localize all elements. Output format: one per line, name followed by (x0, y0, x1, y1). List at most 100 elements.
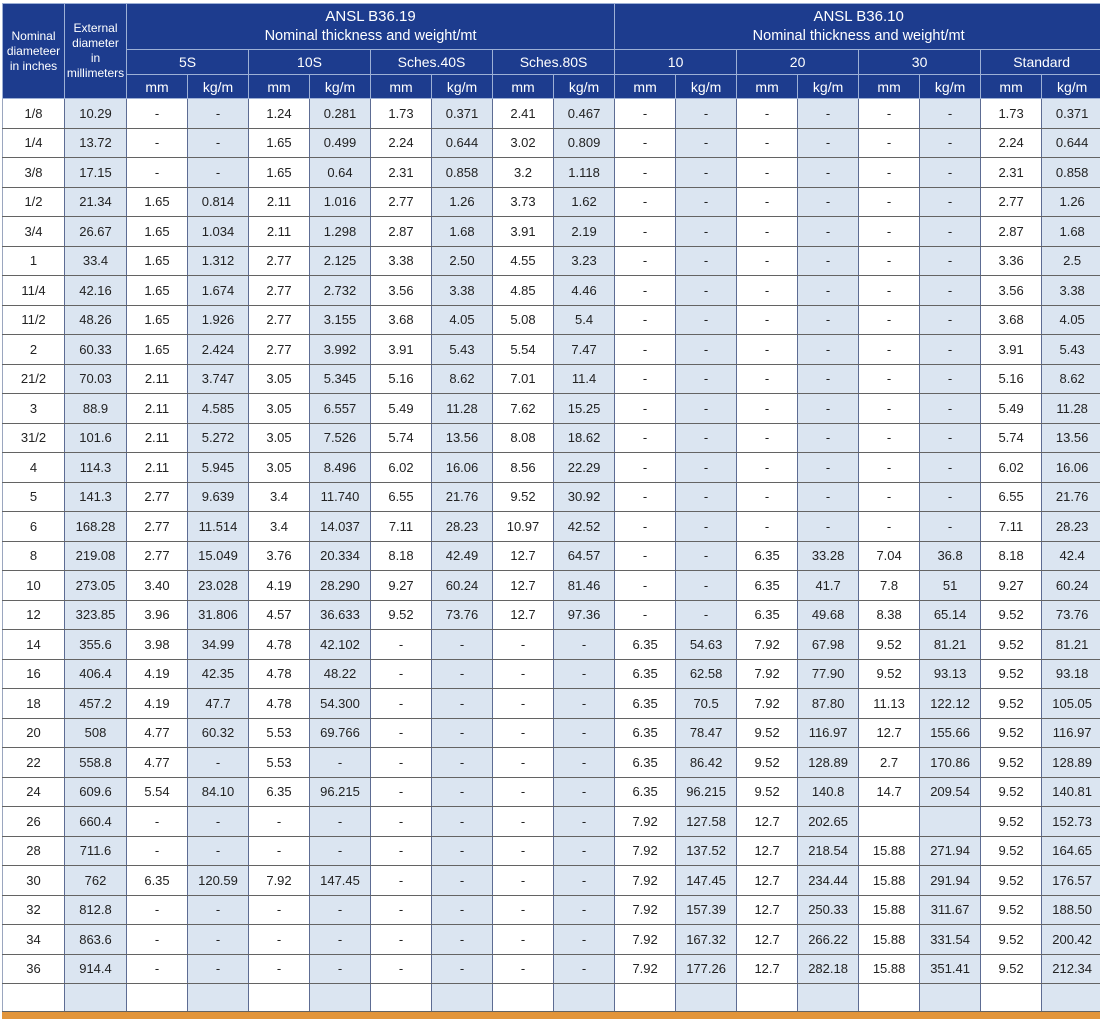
external-diameter-cell: 323.85 (65, 600, 127, 630)
data-cell: - (676, 335, 737, 365)
data-cell: - (676, 99, 737, 129)
header-unit-kgm: kg/m (798, 75, 859, 99)
data-cell: 11.740 (310, 482, 371, 512)
data-cell: 1.26 (432, 187, 493, 217)
nominal-diameter-cell: 30 (3, 866, 65, 896)
data-cell: - (920, 512, 981, 542)
data-cell: - (310, 954, 371, 984)
nominal-diameter-cell: 3/4 (3, 217, 65, 247)
data-cell: 2.87 (981, 217, 1042, 247)
data-cell: 51 (920, 571, 981, 601)
data-cell: 9.52 (371, 600, 432, 630)
data-cell: 2.11 (127, 423, 188, 453)
data-cell: 7.92 (249, 866, 310, 896)
data-cell: 3.992 (310, 335, 371, 365)
data-cell: 73.76 (1042, 600, 1100, 630)
data-cell: 12.7 (737, 807, 798, 837)
data-cell: - (859, 217, 920, 247)
data-cell: 60.32 (188, 718, 249, 748)
data-cell: - (371, 718, 432, 748)
data-cell: 0.858 (432, 158, 493, 188)
header-unit-kgm: kg/m (1042, 75, 1100, 99)
header-schedule: 20 (737, 50, 859, 75)
data-cell (920, 984, 981, 1012)
data-cell: 12.7 (737, 954, 798, 984)
data-cell: 16.06 (1042, 453, 1100, 483)
data-cell: 2.125 (310, 246, 371, 276)
data-cell: 1.65 (127, 187, 188, 217)
data-cell: - (127, 954, 188, 984)
data-cell: - (615, 99, 676, 129)
data-cell: 11.514 (188, 512, 249, 542)
nominal-diameter-cell: 14 (3, 630, 65, 660)
data-cell: 23.028 (188, 571, 249, 601)
data-cell: - (371, 659, 432, 689)
external-diameter-cell: 114.3 (65, 453, 127, 483)
data-cell: - (249, 836, 310, 866)
data-cell: 2.41 (493, 99, 554, 129)
data-cell: 42.49 (432, 541, 493, 571)
data-cell: 8.56 (493, 453, 554, 483)
data-cell: 9.52 (981, 689, 1042, 719)
header-external-diameter: External diameter in millimeters (65, 4, 127, 99)
data-cell: - (554, 777, 615, 807)
data-cell: 3.747 (188, 364, 249, 394)
data-cell: - (859, 364, 920, 394)
data-cell: - (554, 954, 615, 984)
data-cell: 1.73 (371, 99, 432, 129)
external-diameter-cell: 812.8 (65, 895, 127, 925)
data-cell: 86.42 (676, 748, 737, 778)
data-cell: 331.54 (920, 925, 981, 955)
data-cell: 64.57 (554, 541, 615, 571)
data-cell: 157.39 (676, 895, 737, 925)
header-unit-mm: mm (737, 75, 798, 99)
data-cell: - (249, 925, 310, 955)
data-cell: - (676, 158, 737, 188)
data-cell: 2.77 (981, 187, 1042, 217)
data-cell: 6.35 (615, 689, 676, 719)
data-cell: 21.76 (432, 482, 493, 512)
data-cell: 6.55 (981, 482, 1042, 512)
nominal-diameter-cell: 36 (3, 954, 65, 984)
data-cell: 20.334 (310, 541, 371, 571)
data-cell: 12.7 (493, 600, 554, 630)
data-cell: - (676, 423, 737, 453)
data-cell: - (615, 335, 676, 365)
data-cell: 311.67 (920, 895, 981, 925)
data-cell: 1.65 (127, 335, 188, 365)
data-cell: - (798, 423, 859, 453)
header-unit-mm: mm (371, 75, 432, 99)
data-cell: 1.73 (981, 99, 1042, 129)
data-cell: 8.08 (493, 423, 554, 453)
data-cell: 54.63 (676, 630, 737, 660)
data-cell: 3.96 (127, 600, 188, 630)
data-cell: 137.52 (676, 836, 737, 866)
data-cell: 250.33 (798, 895, 859, 925)
data-cell: 147.45 (310, 866, 371, 896)
data-cell: 7.526 (310, 423, 371, 453)
data-cell: - (676, 482, 737, 512)
data-cell: 9.52 (859, 659, 920, 689)
data-cell: 34.99 (188, 630, 249, 660)
data-cell: 5.49 (371, 394, 432, 424)
data-cell: - (615, 364, 676, 394)
data-cell: - (371, 807, 432, 837)
data-cell: - (371, 630, 432, 660)
data-cell: 9.27 (371, 571, 432, 601)
data-cell: 1.016 (310, 187, 371, 217)
external-diameter-cell: 406.4 (65, 659, 127, 689)
data-cell: - (615, 394, 676, 424)
data-cell: 9.52 (737, 718, 798, 748)
data-cell: 2.19 (554, 217, 615, 247)
nominal-diameter-cell: 18 (3, 689, 65, 719)
data-cell: - (554, 895, 615, 925)
